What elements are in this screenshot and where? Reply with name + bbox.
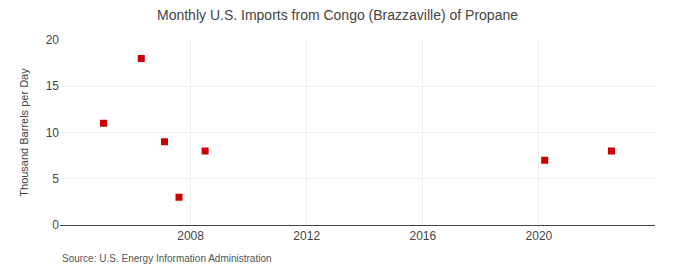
svg-text:Thousand Barrels per Day: Thousand Barrels per Day	[18, 68, 30, 197]
svg-text:10: 10	[46, 126, 60, 140]
svg-text:20: 20	[46, 33, 60, 47]
svg-text:15: 15	[46, 79, 60, 93]
svg-text:2020: 2020	[526, 229, 553, 243]
svg-text:2012: 2012	[293, 229, 320, 243]
svg-text:Monthly U.S. Imports from Cong: Monthly U.S. Imports from Congo (Brazzav…	[157, 7, 518, 23]
svg-text:Source: U.S. Energy Informatio: Source: U.S. Energy Information Administ…	[62, 253, 272, 264]
svg-text:2008: 2008	[177, 229, 204, 243]
svg-text:0: 0	[52, 218, 59, 232]
svg-text:5: 5	[52, 172, 59, 186]
svg-text:2016: 2016	[409, 229, 436, 243]
